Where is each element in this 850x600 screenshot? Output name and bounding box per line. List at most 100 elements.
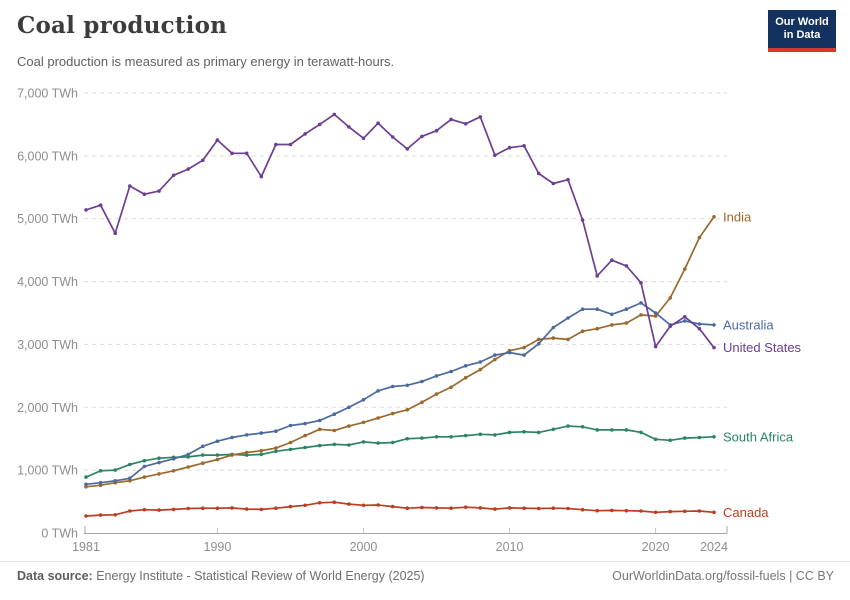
series-line-south-africa[interactable] bbox=[85, 425, 715, 478]
series-point bbox=[624, 307, 629, 312]
series-point bbox=[332, 412, 337, 417]
chart-footer: Data source: Energy Institute - Statisti… bbox=[17, 569, 834, 583]
owid-logo-line1: Our World bbox=[775, 15, 829, 28]
series-point bbox=[522, 144, 526, 148]
series-line-united-states[interactable] bbox=[85, 113, 715, 349]
series-point bbox=[697, 509, 702, 513]
series-point bbox=[449, 369, 453, 374]
series-point bbox=[303, 132, 307, 136]
series-point bbox=[434, 128, 439, 133]
series-point bbox=[128, 479, 132, 483]
series-point bbox=[697, 322, 702, 326]
owid-link[interactable]: OurWorldinData.org/fossil-fuels bbox=[612, 569, 786, 583]
series-line-canada[interactable] bbox=[85, 501, 715, 517]
series-point bbox=[128, 476, 132, 481]
series-point bbox=[580, 329, 585, 334]
series-point bbox=[303, 433, 307, 438]
series-point bbox=[376, 416, 380, 420]
series-point bbox=[610, 323, 614, 327]
series-australia: Australia bbox=[84, 301, 774, 487]
series-point bbox=[128, 184, 132, 188]
series-point bbox=[98, 483, 103, 488]
series-point bbox=[566, 337, 570, 342]
series-point bbox=[493, 507, 497, 511]
series-point bbox=[157, 189, 161, 193]
series-point bbox=[390, 384, 395, 389]
series-point bbox=[84, 482, 88, 487]
series-label-south-africa[interactable]: South Africa bbox=[723, 429, 794, 444]
series-point bbox=[610, 312, 614, 317]
series-point bbox=[639, 430, 643, 435]
series-point bbox=[361, 397, 366, 402]
series-point bbox=[332, 442, 337, 447]
series-point bbox=[463, 375, 468, 380]
series-label-india[interactable]: India bbox=[723, 209, 752, 224]
owid-logo[interactable]: Our World in Data bbox=[768, 10, 836, 52]
y-axis-tick-label: 2,000 TWh bbox=[17, 401, 78, 415]
series-point bbox=[390, 504, 395, 509]
x-axis-tick-label: 2000 bbox=[350, 540, 378, 554]
series-point bbox=[244, 450, 249, 455]
data-source-label: Data source: bbox=[17, 569, 93, 583]
series-point bbox=[201, 444, 205, 449]
series-point bbox=[84, 208, 88, 212]
series-point bbox=[697, 435, 702, 440]
series-line-india[interactable] bbox=[85, 215, 715, 488]
series-point bbox=[113, 479, 117, 483]
series-point bbox=[639, 509, 643, 513]
series-point bbox=[639, 313, 643, 317]
series-point bbox=[653, 437, 658, 442]
series-point bbox=[274, 449, 278, 454]
license-separator: | bbox=[785, 569, 796, 583]
series-point bbox=[712, 435, 716, 439]
series-point bbox=[653, 314, 658, 318]
series-point bbox=[317, 501, 322, 505]
series-point bbox=[288, 423, 293, 428]
series-point bbox=[493, 433, 497, 437]
series-point bbox=[463, 122, 468, 126]
series-point bbox=[274, 446, 278, 450]
series-point bbox=[668, 438, 672, 443]
y-axis-tick-label: 6,000 TWh bbox=[17, 149, 78, 163]
series-point bbox=[98, 203, 103, 207]
series-point bbox=[610, 428, 614, 432]
series-label-canada[interactable]: Canada bbox=[723, 505, 769, 520]
series-point bbox=[390, 135, 395, 139]
series-point bbox=[244, 453, 249, 457]
series-point bbox=[420, 436, 424, 440]
series-point bbox=[507, 430, 512, 435]
x-axis-tick-label: 2010 bbox=[496, 540, 524, 554]
series-point bbox=[259, 507, 264, 512]
series-point bbox=[449, 506, 453, 511]
series-point bbox=[683, 315, 687, 319]
series-point bbox=[230, 453, 234, 457]
series-india: India bbox=[84, 209, 752, 489]
series-point bbox=[317, 443, 322, 448]
series-point bbox=[683, 319, 687, 323]
series-label-australia[interactable]: Australia bbox=[723, 317, 774, 332]
series-point bbox=[449, 117, 453, 122]
series-point bbox=[580, 507, 585, 512]
series-point bbox=[507, 350, 512, 355]
series-point bbox=[274, 506, 278, 511]
series-point bbox=[683, 509, 687, 514]
series-line-australia[interactable] bbox=[85, 302, 715, 486]
series-point bbox=[317, 427, 322, 432]
series-point bbox=[697, 235, 702, 240]
series-point bbox=[390, 411, 395, 416]
series-point bbox=[259, 448, 264, 453]
series-point bbox=[405, 147, 410, 151]
series-point bbox=[347, 405, 351, 410]
series-point bbox=[128, 509, 132, 513]
series-point bbox=[303, 445, 307, 450]
series-point bbox=[595, 326, 599, 331]
series-point bbox=[157, 456, 161, 461]
series-point bbox=[274, 142, 278, 147]
series-point bbox=[683, 436, 687, 440]
series-point bbox=[361, 136, 366, 141]
series-canada: Canada bbox=[84, 500, 769, 520]
series-point bbox=[376, 441, 380, 445]
series-label-united-states[interactable]: United States bbox=[723, 340, 802, 355]
series-point bbox=[595, 307, 599, 312]
